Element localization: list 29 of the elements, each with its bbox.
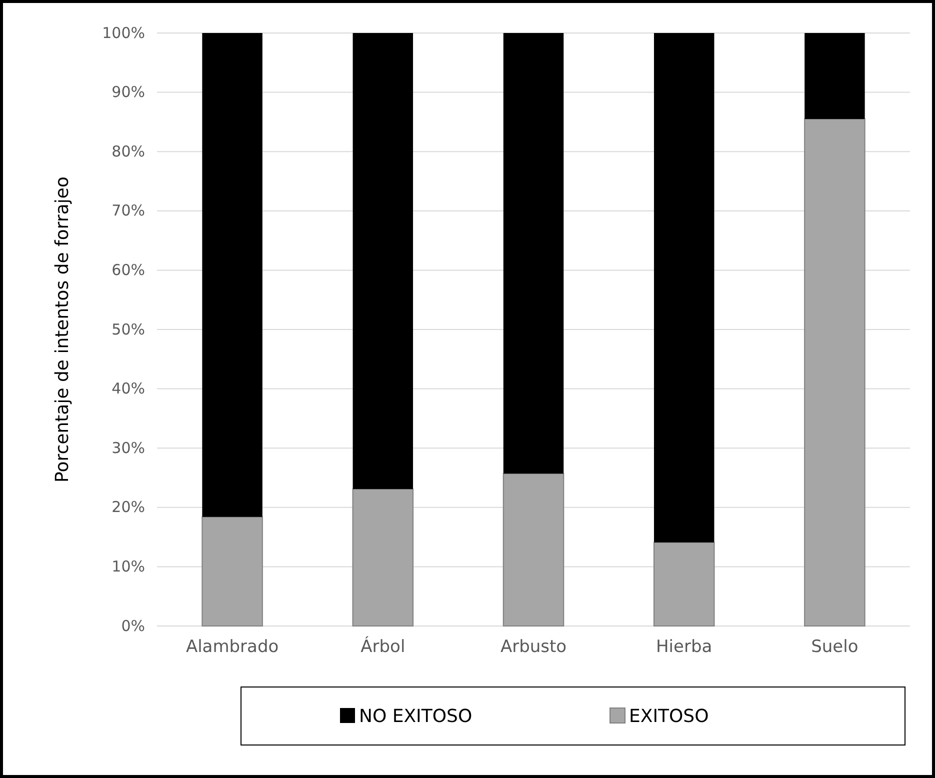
bar [352,488,414,626]
x-tick-label: Arbusto [500,637,567,658]
y-tick-label: 0% [121,616,145,635]
y-tick-label: 20% [112,498,145,516]
legend-label: EXITOSO [629,706,709,727]
x-tick-label: Alambrado [186,637,279,658]
bar [653,542,715,626]
bar [804,118,866,626]
y-tick-label: 40% [112,380,145,398]
y-tick-label: 70% [112,202,145,220]
y-tick-label: 60% [112,261,145,279]
bar [202,516,263,626]
y-tick-label: 90% [112,83,145,102]
bar [804,33,865,119]
bar [654,33,714,542]
y-tick-label: 80% [112,142,145,160]
y-tick-label: 30% [112,438,145,457]
y-tick-label: 10% [112,558,145,576]
x-tick-label: Suelo [811,637,858,658]
bar [502,473,564,626]
bar [352,33,414,490]
y-axis-title: Porcentaje de intentos de forrajeo [52,176,73,483]
x-tick-label: Árbol [360,636,406,658]
y-tick-label: 50% [112,320,145,338]
bar [202,33,262,517]
bar [503,33,564,474]
y-tick-label: 100% [102,24,145,42]
legend-label: NO EXITOSO [359,706,472,727]
x-tick-label: Hierba [656,637,712,658]
